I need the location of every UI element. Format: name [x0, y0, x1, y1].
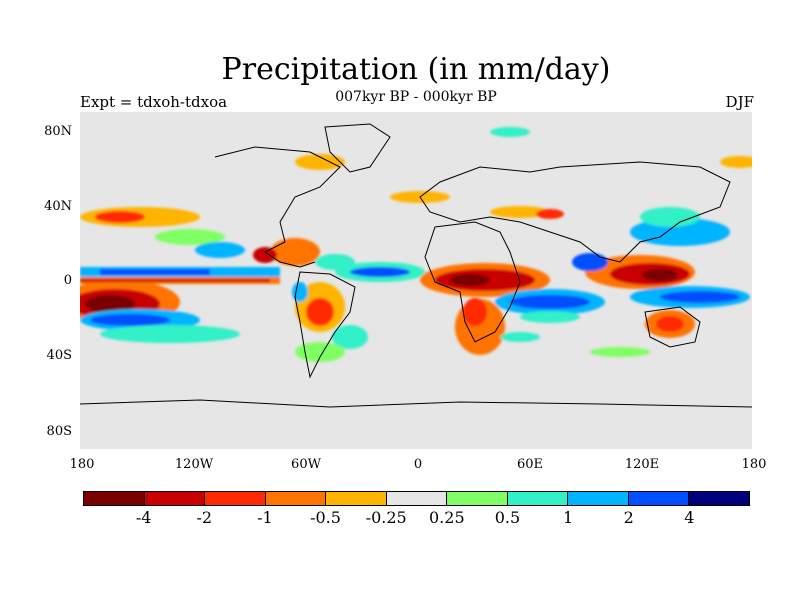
- anomaly-patch: [350, 267, 410, 277]
- colorbar-swatch: [265, 492, 327, 505]
- anomaly-patch: [656, 316, 684, 332]
- colorbar-swatch: [84, 492, 145, 505]
- anomaly-patch: [253, 247, 277, 263]
- colorbar-label: -4: [135, 508, 152, 527]
- anomaly-patch: [295, 342, 345, 362]
- anomaly-patch: [536, 209, 564, 219]
- anomaly-patch: [85, 295, 135, 313]
- anomaly-patch: [270, 238, 320, 266]
- colorbar-label: -2: [196, 508, 213, 527]
- colorbar-label: 2: [623, 508, 634, 527]
- anomaly-patch: [292, 282, 308, 302]
- experiment-label: Expt = tdxoh-tdxoa: [80, 93, 228, 111]
- lat-label: 40S: [46, 348, 72, 363]
- colorbar-label: 0.5: [494, 508, 521, 527]
- anomaly-patch: [100, 269, 210, 275]
- lon-label: 120W: [174, 457, 214, 472]
- coastline-eurasia: [419, 161, 731, 263]
- anomaly-patch: [642, 269, 678, 281]
- map-canvas: [80, 123, 752, 408]
- anomaly-patch: [450, 274, 490, 286]
- anomaly-patch: [100, 325, 240, 343]
- plot-title: Precipitation (in mm/day): [221, 52, 611, 87]
- lat-label: 80N: [44, 124, 72, 139]
- anomaly-patch: [332, 325, 368, 349]
- colorbar-label: -0.5: [310, 508, 341, 527]
- anomaly-patch: [500, 332, 540, 342]
- anomaly-patch: [155, 229, 225, 245]
- anomaly-patch: [572, 253, 608, 271]
- colorbar-label: 0.25: [429, 508, 465, 527]
- coastline-south-america: [294, 271, 356, 379]
- coastline-australia: [644, 306, 701, 348]
- colorbar-label: -1: [257, 508, 273, 527]
- coastline-antarctica: [80, 399, 752, 408]
- coastline-africa: [424, 221, 521, 343]
- anomaly-patch: [640, 207, 700, 227]
- anomaly-patch: [90, 314, 170, 326]
- colorbar-swatch: [447, 492, 508, 505]
- anomaly-patch: [510, 295, 590, 309]
- anomaly-patch: [490, 206, 550, 218]
- colorbar-label: 4: [684, 508, 695, 527]
- colorbar-swatch: [205, 492, 266, 505]
- anomaly-patch: [306, 298, 334, 326]
- anomaly-field: [80, 127, 752, 362]
- colorbar-swatch: [568, 492, 629, 505]
- season-label: DJF: [725, 93, 754, 111]
- colorbar-swatch: [326, 492, 387, 505]
- lat-label: 80S: [46, 424, 72, 439]
- anomaly-patch: [720, 156, 752, 168]
- lon-label: 0: [413, 457, 423, 472]
- anomaly-patch: [295, 154, 345, 170]
- lon-label: 180: [741, 457, 767, 472]
- colorbar-swatch: [507, 492, 569, 505]
- lat-label: 40N: [44, 199, 72, 214]
- colorbar: [83, 491, 750, 506]
- lon-label: 60E: [516, 457, 544, 472]
- colorbar-swatch: [628, 492, 690, 505]
- lon-label: 120E: [624, 457, 660, 472]
- colorbar-swatch: [386, 492, 448, 505]
- coastline-north-america: [214, 146, 341, 268]
- anomaly-patch: [590, 347, 650, 357]
- coastline-greenland: [324, 123, 391, 173]
- anomaly-patch: [660, 291, 740, 303]
- precipitation-map: [80, 112, 752, 449]
- colorbar-label: 1: [562, 508, 574, 527]
- anomaly-patch: [520, 311, 580, 323]
- coastlines: [80, 123, 752, 408]
- lat-label: 0: [63, 273, 72, 288]
- colorbar-swatch: [689, 492, 750, 505]
- anomaly-patch: [95, 211, 145, 223]
- plot-subtitle: 007kyr BP - 000kyr BP: [335, 89, 497, 105]
- colorbar-swatch: [144, 492, 206, 505]
- anomaly-patch: [463, 298, 487, 326]
- lon-label: 60W: [291, 457, 321, 472]
- colorbar-label: -0.25: [365, 508, 407, 527]
- anomaly-patch: [80, 279, 270, 282]
- anomaly-patch: [195, 242, 245, 258]
- lon-label: 180: [69, 457, 95, 472]
- anomaly-patch: [490, 127, 530, 137]
